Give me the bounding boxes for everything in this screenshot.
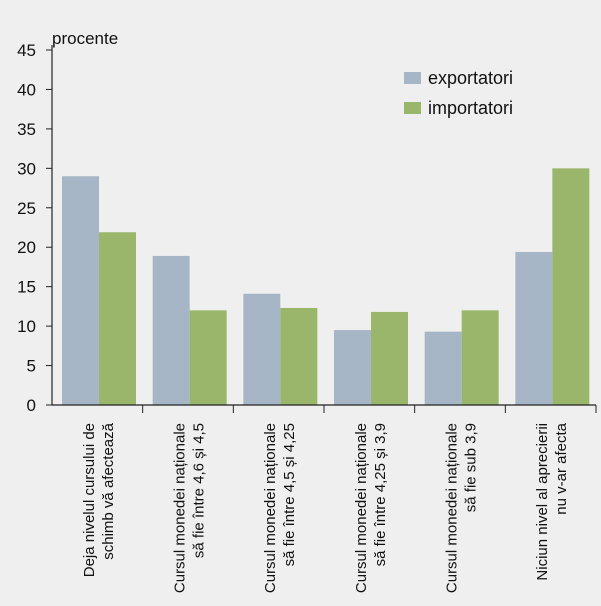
y-tick-label: 45 — [17, 41, 36, 60]
x-category-label-line: Cursul monedei naționale — [262, 423, 279, 593]
y-axis-ticks: 0 5 10 15 20 25 30 35 40 45 — [17, 41, 52, 415]
x-category-label-line: să fie între 4,5 și 4,25 — [281, 423, 298, 566]
bar-importatori-1 — [99, 232, 136, 405]
y-tick-label: 5 — [27, 357, 36, 376]
x-category-label: Cursul monedei naționale să fie între 4,6… — [172, 423, 208, 593]
y-tick-label: 35 — [17, 120, 36, 139]
y-axis-unit-label: procente — [52, 29, 118, 48]
x-category-label: Niciun nivel al aprecierii nu v-ar afecta — [534, 422, 570, 580]
x-category-label-line: să fie între 4,6 și 4,5 — [191, 423, 208, 558]
bar-exportatori-3 — [243, 293, 281, 405]
y-tick-label: 10 — [17, 317, 36, 336]
bar-exportatori-2 — [152, 255, 190, 405]
bar-exportatori-4 — [334, 330, 371, 405]
bar-exportatori-6 — [515, 251, 553, 405]
x-axis-category-labels: Deja nivelul cursului de schimb vă afecte… — [81, 422, 570, 593]
axes — [51, 45, 597, 413]
x-category-label-line: Cursul monedei naționale — [444, 423, 461, 593]
legend-label-exportatori: exportatori — [428, 68, 513, 88]
legend-swatch-importatori — [404, 102, 421, 114]
x-category-label-line: schimb vă afectează — [100, 422, 117, 559]
legend-swatch-exportatori — [404, 72, 421, 84]
x-category-label: Cursul monedei naționale să fie între 4,5… — [262, 423, 298, 593]
x-category-label-line: Cursul monedei naționale — [353, 423, 370, 593]
bar-exportatori-1 — [62, 176, 99, 405]
legend: exportatori importatori — [404, 68, 513, 118]
y-tick-label: 25 — [17, 199, 36, 218]
x-category-label: Cursul monedei naționale să fie între 4,2… — [353, 423, 389, 593]
bars — [62, 168, 590, 405]
x-category-label: Cursul monedei naționale să fie sub 3,9 — [444, 423, 480, 593]
y-tick-label: 0 — [27, 396, 36, 415]
x-category-label-line: să fie între 4,25 și 3,9 — [372, 423, 389, 566]
bar-exportatori-5 — [424, 331, 462, 405]
y-tick-label: 15 — [17, 278, 36, 297]
y-tick-label: 20 — [17, 238, 36, 257]
bar-importatori-2 — [189, 310, 227, 405]
x-category-label-line: Cursul monedei naționale — [172, 423, 189, 593]
y-tick-label: 40 — [17, 80, 36, 99]
x-category-label-line: Niciun nivel al aprecierii — [534, 423, 551, 581]
bar-importatori-4 — [371, 311, 408, 405]
y-tick-label: 30 — [17, 159, 36, 178]
x-category-label-line: Deja nivelul cursului de — [81, 423, 98, 577]
bar-importatori-3 — [280, 307, 318, 405]
x-category-label-line: să fie sub 3,9 — [463, 423, 480, 512]
bar-importatori-5 — [461, 310, 499, 405]
legend-label-importatori: importatori — [428, 98, 513, 118]
x-category-label-line: nu v-ar afecta — [553, 422, 570, 514]
x-category-label: Deja nivelul cursului de schimb vă afecte… — [81, 422, 117, 577]
bar-importatori-6 — [552, 168, 590, 405]
